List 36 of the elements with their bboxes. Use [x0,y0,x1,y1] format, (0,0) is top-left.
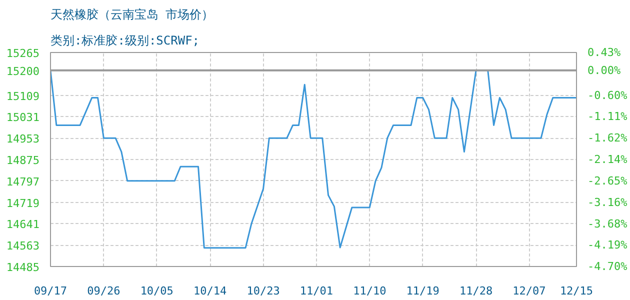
y2-tick-label: 0.00% [588,64,621,77]
x-tick-label: 11/19 [406,284,440,298]
y2-tick-label: -3.16% [588,196,628,209]
x-tick-label: 11/01 [300,284,334,298]
y-tick-label: 14563 [6,240,40,253]
chart-title: 天然橡胶（云南宝岛 市场价） [50,8,214,22]
y-tick-label: 15031 [6,111,40,124]
y-tick-label: 15200 [6,64,40,78]
x-tick-label: 09/17 [34,284,68,298]
line-series [50,70,576,249]
y-tick-label: 15109 [6,90,40,103]
y2-tick-label: -1.11% [588,110,628,124]
chart-subtitle: 类别:标准胶:级别:SCRWF; [50,34,200,48]
y2-tick-label: -0.60% [588,88,628,102]
x-tick-label: 11/28 [459,284,493,298]
y-tick-label: 14875 [6,154,40,167]
x-tick-label: 11/10 [353,284,386,298]
y2-tick-label: -2.14% [588,153,628,166]
y2-tick-label: -1.62% [588,132,628,145]
y-tick-label: 14485 [6,261,40,274]
y-tick-label: 14719 [6,196,40,210]
x-tick-label: 12/15 [560,284,594,298]
y2-tick-label: -2.65% [588,174,628,188]
y2-tick-label: -4.19% [588,238,628,252]
y-tick-label: 14797 [6,175,40,188]
y-tick-label: 15265 [6,47,40,60]
x-tick-label: 12/07 [512,284,546,298]
y2-tick-label: -3.68% [588,217,628,230]
y-tick-label: 14641 [6,218,40,232]
x-tick-label: 10/05 [140,284,174,298]
x-tick-label: 10/14 [194,284,228,298]
x-tick-label: 10/23 [246,284,280,298]
x-tick-label: 09/26 [87,284,120,298]
y2-tick-label: -4.70% [588,260,628,273]
y2-tick-label: 0.43% [588,46,621,59]
y-tick-label: 14953 [6,132,40,146]
